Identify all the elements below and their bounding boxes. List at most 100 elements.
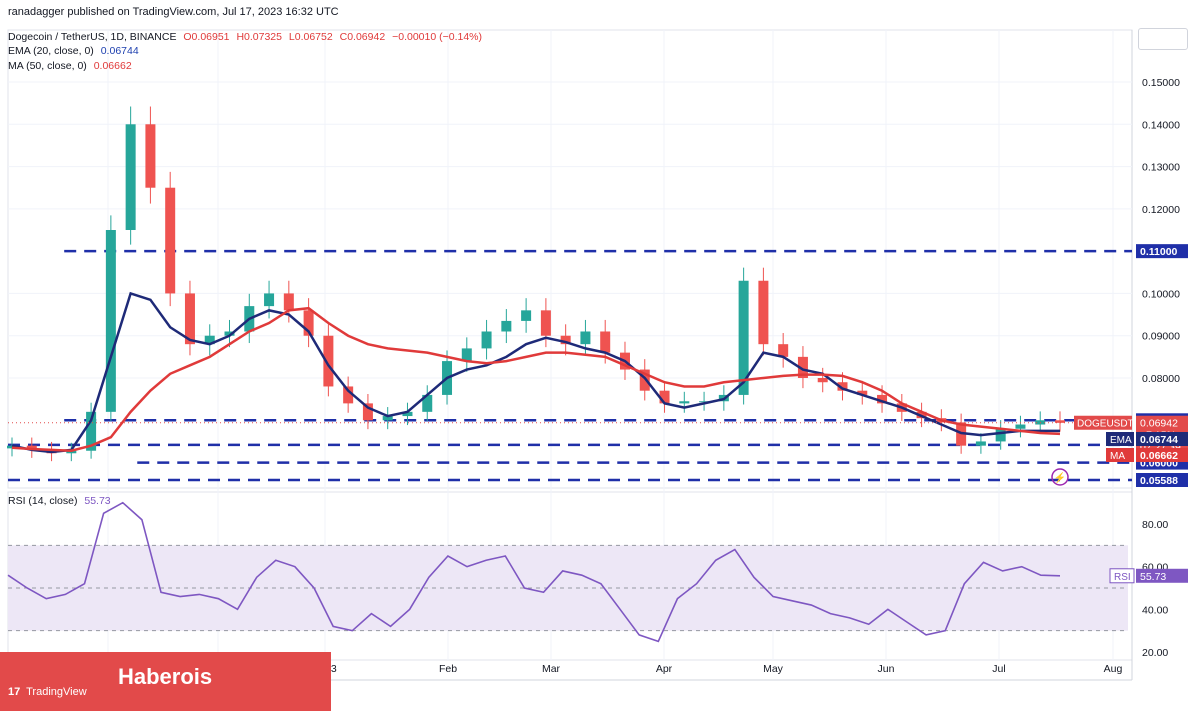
candle-body	[343, 386, 354, 404]
tradingview-logo: 17 TradingView	[8, 686, 87, 698]
ma-badge-tag	[1106, 448, 1134, 462]
ma-legend: MA (50, close, 0) 0.06662	[8, 60, 136, 72]
candle-body	[501, 320, 512, 332]
level-badge	[1136, 473, 1188, 487]
ema-badge-value: 0.06744	[1140, 434, 1178, 446]
candle-body	[264, 293, 275, 307]
ema-legend: EMA (20, close, 0) 0.06744	[8, 45, 143, 57]
candle-body	[125, 124, 136, 231]
ma-badge-value: 0.06662	[1140, 450, 1178, 462]
candle-body	[817, 378, 828, 383]
rsi-tag	[1109, 568, 1135, 584]
candle-body	[1055, 420, 1065, 423]
candle-body	[145, 124, 156, 188]
price-tick-label: 0.13000	[1142, 162, 1180, 174]
candle-body	[26, 445, 37, 450]
time-tick-label: Mar	[542, 663, 561, 675]
watermark-text: Haberois	[118, 664, 213, 689]
candle-body	[323, 335, 334, 387]
rsi-tick-label: 80.00	[1142, 519, 1168, 531]
candle-body	[975, 441, 986, 446]
ma-legend-value: 0.06662	[93, 60, 132, 72]
low-value: L0.06752	[288, 31, 333, 43]
rsi-legend-label: RSI (14, close)	[8, 495, 78, 507]
close-value: C0.06942	[339, 31, 386, 43]
high-value: H0.07325	[236, 31, 282, 43]
candle-body	[521, 310, 532, 321]
ema-badge-tag	[1106, 432, 1134, 446]
watermark-banner: Haberois 17 TradingView	[0, 652, 331, 711]
candle-body	[362, 403, 373, 421]
candle-body	[224, 331, 235, 336]
time-tick-label: Aug	[1104, 663, 1123, 675]
ema-legend-value: 0.06744	[100, 45, 139, 57]
candle-body	[639, 369, 650, 391]
last-price-value: 0.06942	[1140, 418, 1178, 430]
candle-body	[659, 390, 670, 404]
time-tick-label: Feb	[439, 663, 457, 675]
ema-legend-label: EMA (20, close, 0)	[8, 45, 94, 57]
candle-body	[797, 356, 808, 379]
candle-body	[679, 401, 690, 404]
rsi-value-badge-label: 55.73	[1140, 571, 1166, 583]
candle-body	[461, 348, 472, 362]
ma-line	[11, 306, 1061, 452]
candle-body	[66, 450, 77, 454]
candle-body	[303, 310, 314, 336]
publisher-line: ranadagger published on TradingView.com,…	[8, 6, 339, 18]
rsi-tick-label: 40.00	[1142, 604, 1168, 616]
rsi-tag-label: RSI	[1114, 572, 1131, 583]
candle-body	[165, 187, 176, 294]
rsi-tick-label: 20.00	[1142, 647, 1168, 659]
tradingview-brand: TradingView	[26, 686, 87, 698]
candle-body	[995, 428, 1006, 442]
ema-badge-box	[1136, 432, 1188, 446]
candle-body	[422, 394, 433, 412]
level-badge-label: 0.11000	[1140, 246, 1178, 258]
time-tick-label: Jul	[992, 663, 1005, 675]
scale-settings-button[interactable]	[1138, 28, 1188, 50]
symbol-label: Dogecoin / TetherUS, 1D, BINANCE	[8, 31, 177, 43]
candle-body	[580, 331, 591, 345]
candle-body	[184, 293, 195, 345]
symbol-badge-label: DOGEUSDT	[1077, 419, 1134, 430]
candle-body	[857, 390, 868, 395]
alert-icon	[1051, 468, 1069, 486]
candle-body	[86, 411, 97, 451]
time-tick-label: May	[763, 663, 784, 675]
change-value: −0.00010 (−0.14%)	[392, 31, 482, 43]
price-tick-label: 0.09000	[1142, 331, 1180, 343]
level-badge-label: 0.05588	[1140, 475, 1178, 487]
candle-body	[837, 382, 848, 391]
ema-line	[11, 291, 1060, 454]
symbol-badge	[1074, 415, 1132, 430]
candle-body	[600, 331, 611, 353]
time-tick-label: Jun	[878, 663, 895, 675]
ohlc-legend: Dogecoin / TetherUS, 1D, BINANCE O0.0695…	[8, 31, 486, 43]
tradingview-mark: 17	[8, 686, 21, 698]
price-pane	[7, 29, 1133, 489]
candle-body	[402, 411, 413, 417]
candle-body	[1015, 424, 1026, 429]
price-tick-label: 0.08000	[1142, 373, 1180, 385]
price-tick-label: 0.10000	[1142, 288, 1180, 300]
candle-body	[7, 445, 17, 449]
candle-body	[560, 335, 571, 345]
candle-body	[204, 335, 215, 345]
rsi-line	[7, 501, 1061, 643]
candle-body	[699, 401, 710, 403]
time-tick-label: Apr	[656, 663, 673, 675]
candle-body	[758, 280, 769, 345]
ema-badge-label: EMA	[1110, 435, 1132, 446]
candle-body	[540, 310, 551, 336]
rsi-legend: RSI (14, close) 55.73	[8, 495, 115, 507]
candle-body	[738, 280, 749, 395]
alert-icon-glyph: ⚡	[1054, 471, 1066, 484]
candle-body	[105, 230, 116, 412]
level-badge	[1136, 244, 1188, 259]
price-tick-label: 0.14000	[1142, 119, 1180, 131]
price-tick-label: 0.12000	[1142, 204, 1180, 216]
candle-body	[283, 293, 294, 311]
